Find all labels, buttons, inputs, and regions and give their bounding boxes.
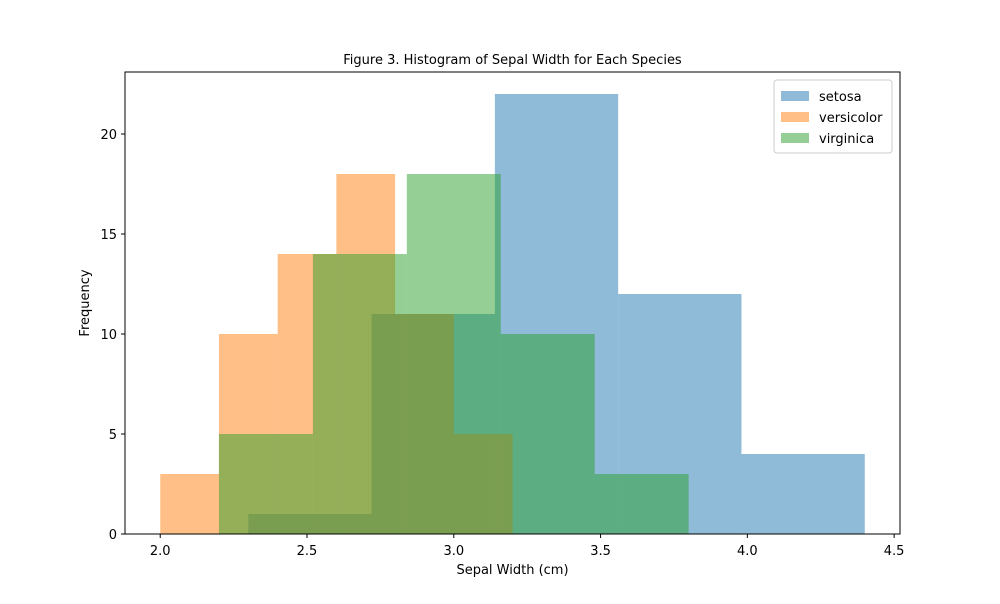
bar-virginica-4 bbox=[594, 474, 689, 534]
plot-frame bbox=[124, 71, 901, 535]
chart-title: Figure 3. Histogram of Sepal Width for E… bbox=[343, 53, 682, 68]
y-axis: 0 5 10 15 20 bbox=[100, 128, 125, 543]
bar-virginica-3 bbox=[500, 334, 595, 534]
x-tick-label: 2.5 bbox=[297, 544, 318, 559]
y-tick-label: 20 bbox=[100, 128, 117, 143]
legend-swatch-setosa bbox=[781, 91, 809, 101]
legend-label-setosa: setosa bbox=[819, 90, 862, 105]
x-tick-label: 2.0 bbox=[150, 544, 171, 559]
y-tick-label: 15 bbox=[100, 228, 117, 243]
bar-setosa-4 bbox=[741, 454, 865, 534]
bars-group bbox=[160, 94, 865, 534]
y-tick-label: 10 bbox=[100, 328, 117, 343]
bar-virginica-0 bbox=[218, 434, 313, 534]
legend-label-virginica: virginica bbox=[819, 132, 874, 147]
legend: setosa versicolor virginica bbox=[773, 79, 893, 154]
y-axis-label: Frequency bbox=[78, 269, 93, 336]
x-tick-label: 3.0 bbox=[443, 544, 464, 559]
bar-virginica-1 bbox=[312, 254, 407, 534]
y-tick-label: 0 bbox=[109, 528, 117, 543]
bar-versicolor-0 bbox=[160, 474, 219, 534]
x-axis: 2.0 2.5 3.0 3.5 4.0 4.5 bbox=[150, 534, 905, 559]
legend-swatch-virginica bbox=[781, 133, 809, 143]
bar-virginica-2 bbox=[406, 174, 501, 534]
legend-swatch-versicolor bbox=[781, 112, 809, 122]
x-tick-label: 4.5 bbox=[884, 544, 905, 559]
x-tick-label: 4.0 bbox=[737, 544, 758, 559]
x-tick-label: 3.5 bbox=[590, 544, 611, 559]
y-tick-label: 5 bbox=[109, 428, 117, 443]
x-axis-label: Sepal Width (cm) bbox=[456, 563, 568, 578]
legend-label-versicolor: versicolor bbox=[819, 111, 883, 126]
